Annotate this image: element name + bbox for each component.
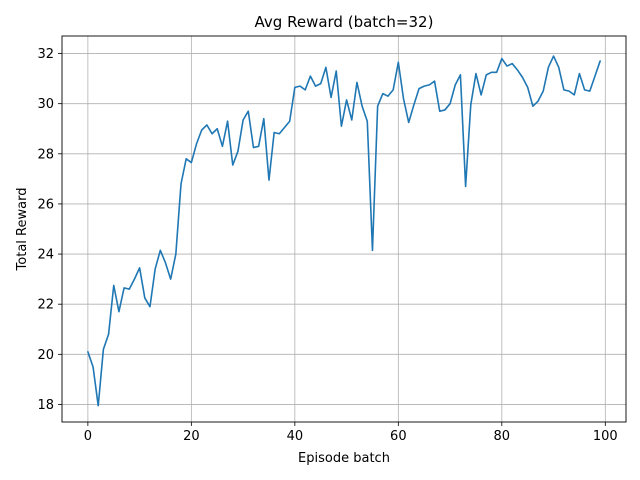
x-tick-label: 0 (84, 429, 92, 444)
x-axis: 0 20 40 60 80 100 (84, 422, 618, 444)
y-tick-label: 26 (37, 197, 54, 212)
x-tick-label: 20 (183, 429, 200, 444)
y-tick-label: 32 (37, 47, 54, 62)
series-layer (87, 55, 601, 407)
y-tick-label: 24 (37, 248, 54, 263)
x-tick-label: 60 (390, 429, 407, 444)
y-tick-label: 18 (37, 398, 54, 413)
y-tick-label: 30 (37, 97, 54, 112)
y-tick-label: 20 (37, 348, 54, 363)
x-axis-label: Episode batch (298, 451, 390, 466)
y-tick-label: 28 (37, 147, 54, 162)
reward-series-line (87, 55, 601, 407)
x-tick-label: 100 (593, 429, 618, 444)
x-tick-label: 80 (494, 429, 511, 444)
y-axis-label: Total Reward (15, 188, 30, 272)
plot-area-frame (61, 35, 627, 423)
x-tick-label: 40 (287, 429, 304, 444)
y-axis: 18 20 22 24 26 28 30 32 (37, 47, 62, 413)
y-tick-label: 22 (37, 298, 54, 313)
chart-title: Avg Reward (batch=32) (255, 13, 434, 31)
